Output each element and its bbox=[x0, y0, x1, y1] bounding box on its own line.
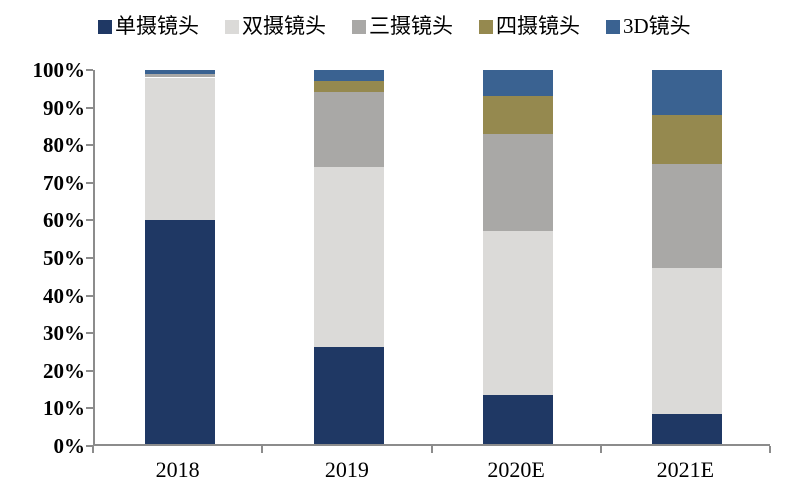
bar-segment bbox=[313, 346, 384, 444]
legend-swatch-icon bbox=[352, 19, 366, 34]
y-axis-label: 80% bbox=[43, 133, 85, 158]
bar-segment bbox=[144, 77, 215, 220]
x-axis-tick bbox=[769, 446, 771, 453]
x-axis-tick bbox=[261, 446, 264, 453]
legend-item: 四摄镜头 bbox=[479, 16, 580, 37]
bar-segment bbox=[652, 70, 723, 115]
y-axis-tick bbox=[86, 219, 93, 222]
legend-label: 四摄镜头 bbox=[496, 14, 580, 38]
x-axis-label: 2019 bbox=[324, 457, 369, 482]
y-axis-tick bbox=[86, 369, 93, 372]
x-axis-tick bbox=[92, 446, 94, 453]
legend-label: 双摄镜头 bbox=[242, 14, 326, 38]
bar-segment bbox=[483, 230, 554, 396]
legend-item: 3D镜头 bbox=[606, 16, 691, 37]
y-axis-tick bbox=[86, 181, 93, 184]
bar-segment bbox=[652, 414, 723, 444]
y-axis-label: 20% bbox=[43, 358, 85, 383]
bar-segment bbox=[313, 92, 384, 168]
bar-segment bbox=[483, 96, 554, 134]
y-axis-label: 60% bbox=[43, 208, 85, 233]
y-axis-label: 50% bbox=[43, 246, 85, 270]
legend-swatch-icon bbox=[479, 19, 493, 34]
y-axis-tick bbox=[86, 332, 93, 335]
bar-2019 bbox=[313, 70, 384, 444]
bar-2020E bbox=[483, 70, 554, 444]
y-axis-label: 0% bbox=[53, 434, 86, 458]
bar-2021E bbox=[652, 70, 723, 444]
x-axis-tick bbox=[599, 446, 602, 453]
y-axis-tick bbox=[86, 69, 93, 71]
y-axis-tick bbox=[86, 144, 93, 147]
legend-swatch-icon bbox=[98, 19, 112, 34]
legend-swatch-icon bbox=[225, 19, 239, 34]
x-axis-label: 2018 bbox=[155, 457, 200, 482]
y-axis-tick bbox=[86, 257, 93, 259]
y-axis-label: 10% bbox=[43, 396, 85, 421]
bar-segment bbox=[144, 73, 215, 78]
legend-item: 单摄镜头 bbox=[98, 16, 199, 37]
y-axis-label: 40% bbox=[43, 283, 85, 308]
y-axis-label: 100% bbox=[32, 58, 86, 82]
legend-item: 三摄镜头 bbox=[352, 16, 453, 37]
y-axis-tick bbox=[86, 407, 93, 410]
plot-area bbox=[93, 70, 770, 446]
bar-segment bbox=[652, 163, 723, 269]
y-axis-label: 30% bbox=[43, 321, 85, 346]
bar-segment bbox=[652, 114, 723, 164]
x-axis-label: 2020E bbox=[487, 457, 545, 482]
legend-swatch-icon bbox=[606, 19, 620, 34]
legend-item: 双摄镜头 bbox=[225, 16, 326, 37]
bar-segment bbox=[313, 167, 384, 347]
bar-segment bbox=[144, 219, 215, 444]
x-axis-label: 2021E bbox=[656, 457, 715, 482]
y-axis-label: 70% bbox=[43, 170, 85, 195]
bar-segment bbox=[483, 395, 554, 444]
y-axis-tick bbox=[86, 445, 93, 447]
legend: 单摄镜头 双摄镜头 三摄镜头 四摄镜头 3D镜头 bbox=[98, 16, 717, 37]
bar-segment bbox=[313, 70, 384, 82]
y-axis-label: 90% bbox=[43, 95, 85, 120]
bar-segment bbox=[652, 268, 723, 415]
legend-label: 3D镜头 bbox=[623, 14, 691, 38]
y-axis-tick bbox=[86, 106, 93, 109]
bar-2018 bbox=[144, 70, 215, 444]
bar-segment bbox=[313, 81, 384, 93]
y-axis-tick bbox=[86, 294, 93, 297]
legend-label: 三摄镜头 bbox=[369, 14, 453, 38]
bar-segment bbox=[483, 133, 554, 231]
bar-segment bbox=[483, 70, 554, 97]
x-axis-tick bbox=[430, 446, 433, 453]
legend-label: 单摄镜头 bbox=[115, 14, 199, 38]
bar-segment bbox=[144, 70, 215, 74]
